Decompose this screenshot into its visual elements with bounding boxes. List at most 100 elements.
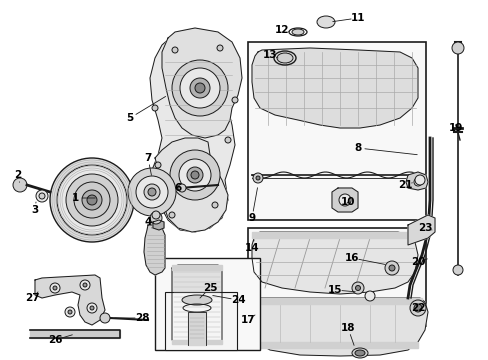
Polygon shape — [251, 232, 417, 294]
Circle shape — [178, 184, 185, 192]
Circle shape — [87, 195, 97, 205]
Text: 14: 14 — [244, 243, 259, 253]
Text: 17: 17 — [240, 315, 255, 325]
Polygon shape — [172, 340, 222, 344]
Ellipse shape — [354, 350, 364, 356]
Circle shape — [152, 211, 160, 219]
Circle shape — [143, 184, 160, 200]
Polygon shape — [249, 298, 421, 304]
Circle shape — [217, 45, 223, 51]
Circle shape — [452, 265, 462, 275]
Polygon shape — [153, 220, 163, 230]
Circle shape — [82, 190, 102, 210]
Polygon shape — [251, 232, 419, 238]
Circle shape — [155, 162, 161, 168]
Circle shape — [13, 178, 27, 192]
Circle shape — [414, 175, 424, 185]
Circle shape — [39, 193, 45, 199]
Circle shape — [179, 159, 210, 191]
Polygon shape — [150, 32, 238, 232]
Circle shape — [413, 178, 421, 186]
Circle shape — [170, 150, 220, 200]
Polygon shape — [30, 330, 120, 338]
Circle shape — [191, 171, 199, 179]
Ellipse shape — [182, 295, 212, 305]
Ellipse shape — [351, 348, 367, 358]
Text: 24: 24 — [230, 295, 245, 305]
Polygon shape — [143, 225, 164, 275]
Circle shape — [150, 212, 162, 224]
Polygon shape — [35, 275, 105, 325]
Text: 6: 6 — [174, 183, 181, 193]
Circle shape — [50, 158, 134, 242]
Text: 3: 3 — [31, 205, 39, 215]
Text: 28: 28 — [135, 313, 149, 323]
Circle shape — [186, 167, 203, 183]
Circle shape — [74, 182, 110, 218]
Text: 18: 18 — [340, 323, 354, 333]
Polygon shape — [162, 28, 242, 138]
Circle shape — [256, 176, 260, 180]
Circle shape — [36, 190, 48, 202]
Text: 7: 7 — [144, 153, 151, 163]
Text: 5: 5 — [126, 113, 133, 123]
Circle shape — [57, 165, 127, 235]
Text: 4: 4 — [144, 217, 151, 227]
Circle shape — [195, 83, 204, 93]
Polygon shape — [405, 172, 427, 190]
Circle shape — [364, 291, 374, 301]
Circle shape — [90, 306, 94, 310]
Circle shape — [231, 97, 238, 103]
Circle shape — [87, 303, 97, 313]
Text: 27: 27 — [24, 293, 39, 303]
Bar — [247, 228, 425, 326]
Circle shape — [83, 283, 87, 287]
Circle shape — [50, 283, 60, 293]
Circle shape — [409, 300, 425, 316]
Circle shape — [100, 313, 110, 323]
Text: 10: 10 — [340, 197, 354, 207]
Bar — [164, 292, 237, 350]
Text: 9: 9 — [248, 213, 255, 223]
Text: 8: 8 — [354, 143, 361, 153]
Text: 2: 2 — [14, 170, 21, 180]
Circle shape — [180, 68, 220, 108]
Circle shape — [351, 282, 363, 294]
Circle shape — [53, 286, 57, 290]
Polygon shape — [155, 138, 227, 232]
Bar — [247, 42, 425, 220]
Text: 12: 12 — [274, 25, 289, 35]
Circle shape — [172, 47, 178, 53]
Text: 11: 11 — [350, 13, 365, 23]
Text: 20: 20 — [410, 257, 425, 267]
Text: 21: 21 — [397, 180, 411, 190]
Polygon shape — [247, 298, 427, 356]
Circle shape — [355, 285, 360, 291]
Circle shape — [66, 174, 118, 226]
Polygon shape — [172, 265, 222, 344]
Polygon shape — [251, 48, 417, 128]
Polygon shape — [187, 312, 205, 345]
Circle shape — [136, 176, 168, 208]
Circle shape — [68, 310, 72, 314]
Text: 19: 19 — [448, 123, 462, 133]
Polygon shape — [331, 188, 357, 212]
Ellipse shape — [276, 53, 292, 63]
Circle shape — [80, 280, 90, 290]
Circle shape — [190, 78, 209, 98]
Polygon shape — [251, 342, 417, 348]
Circle shape — [172, 60, 227, 116]
Circle shape — [152, 105, 158, 111]
Text: 25: 25 — [203, 283, 217, 293]
Bar — [155, 258, 260, 350]
Circle shape — [384, 261, 398, 275]
Circle shape — [212, 202, 218, 208]
Circle shape — [338, 194, 350, 206]
Text: 22: 22 — [410, 303, 425, 313]
Text: 23: 23 — [417, 223, 431, 233]
Circle shape — [252, 173, 263, 183]
Circle shape — [128, 168, 176, 216]
Text: 1: 1 — [71, 193, 79, 203]
Text: 16: 16 — [344, 253, 359, 263]
Circle shape — [388, 265, 394, 271]
